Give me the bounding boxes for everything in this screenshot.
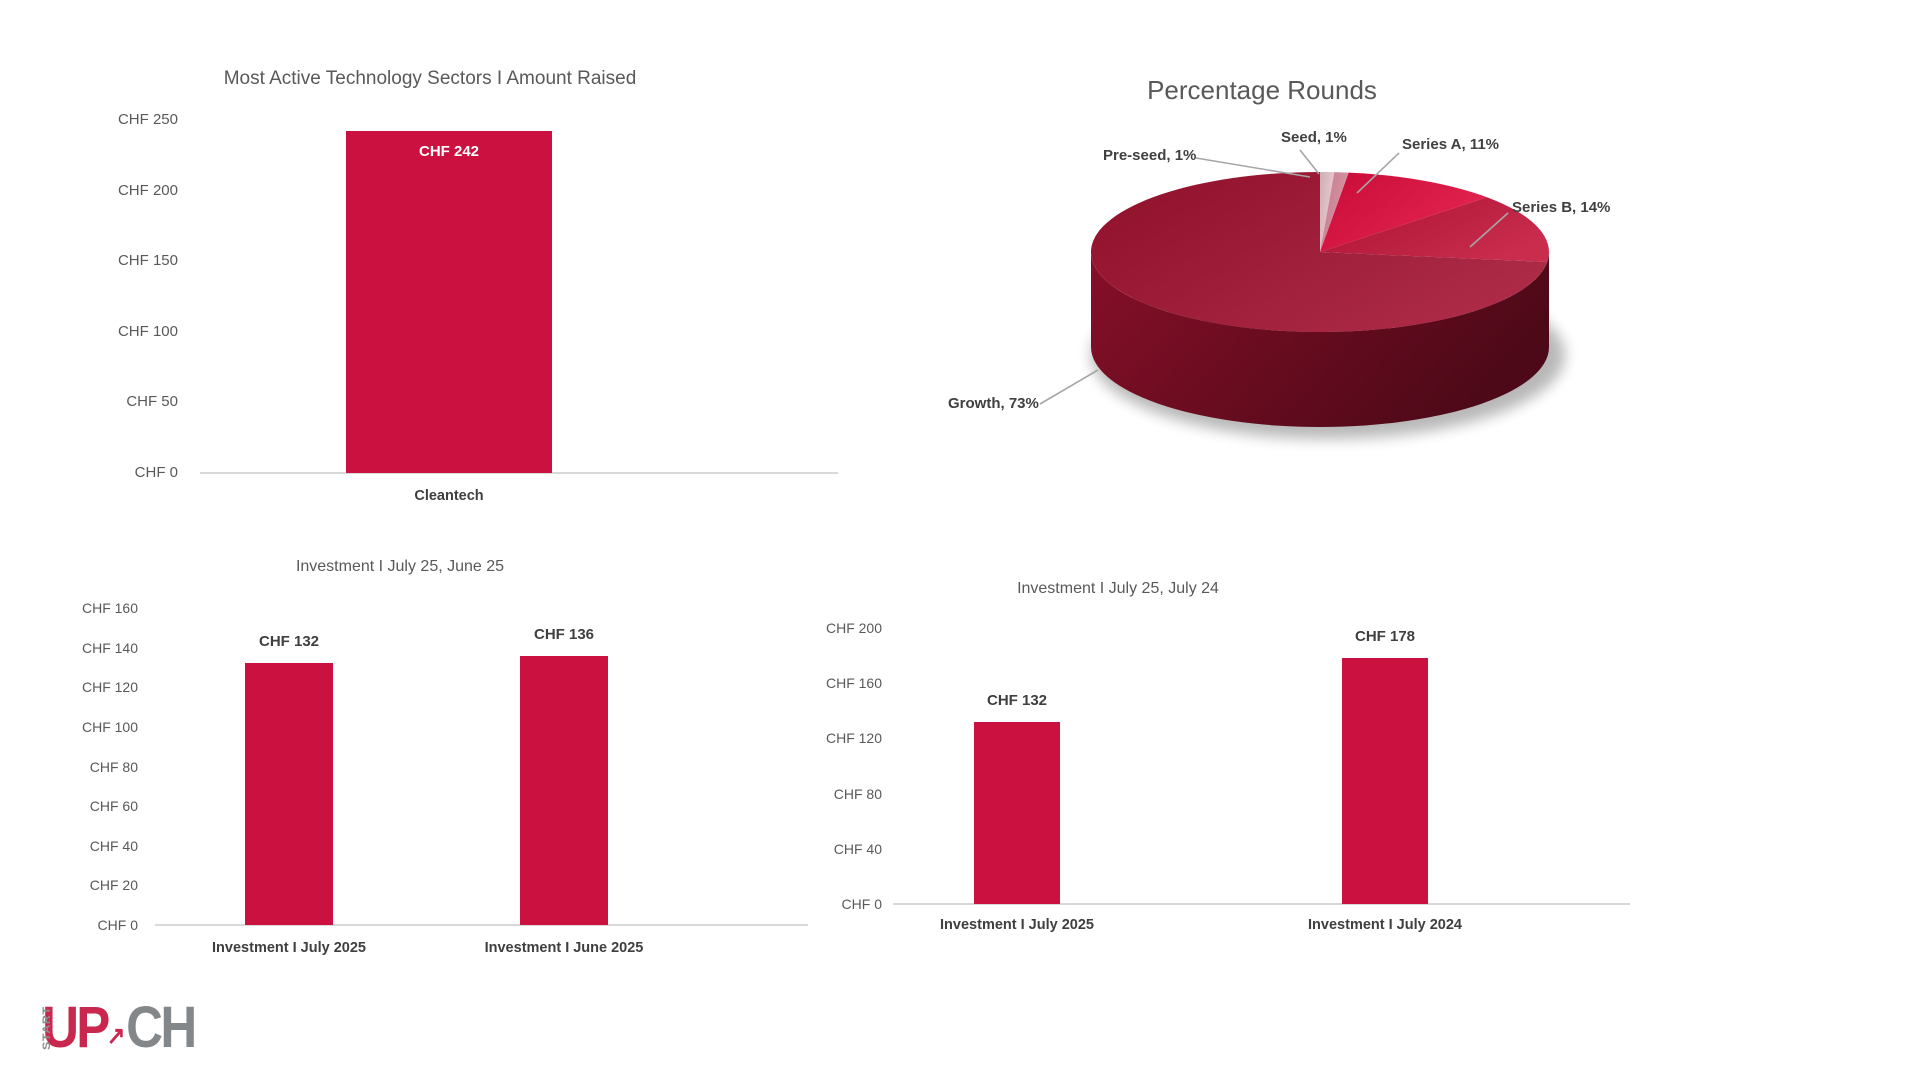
y-axis-tick-label: CHF 200 — [117, 181, 178, 199]
bar-value-label: CHF 178 — [1354, 628, 1416, 646]
pie-3d-graphic — [1039, 149, 1565, 439]
pie-slice-growth — [1090, 172, 1548, 332]
y-axis-tick-label: CHF 100 — [81, 718, 138, 735]
pie-side — [1091, 252, 1549, 427]
y-axis-tick-label: CHF 40 — [89, 837, 138, 854]
logo-up-arrow-icon: ↗ — [106, 1022, 126, 1050]
x-axis-category-label: Investment I July 2025 — [940, 917, 1094, 933]
y-axis-tick-label: CHF 80 — [833, 785, 882, 802]
x-axis-category-label: Investment I June 2025 — [484, 940, 644, 956]
rounds-pie-title: Percentage Rounds — [1147, 75, 1377, 105]
pie-slice-series-b — [1320, 197, 1549, 263]
x-axis-category-label: Cleantech — [414, 488, 484, 504]
y-axis-tick-label: CHF 250 — [117, 111, 178, 128]
bar-value-label: CHF 242 — [418, 143, 480, 161]
pie-slice-seed — [1320, 172, 1349, 252]
y-axis-tick-label: CHF 200 — [825, 620, 882, 636]
y-axis-tick-label: CHF 160 — [81, 600, 138, 616]
y-axis-tick-label: CHF 20 — [89, 877, 138, 894]
y-axis-tick-label: CHF 40 — [833, 840, 882, 857]
leader-line — [1195, 157, 1311, 178]
startup-ch-logo: START UP ↗ CH — [28, 995, 197, 1060]
y-axis-tick-label: CHF 150 — [117, 252, 178, 270]
y-axis-tick-label: CHF 160 — [825, 675, 882, 692]
pie-slice-label: Series B, 14% — [1512, 199, 1611, 216]
bar — [974, 721, 1060, 904]
y-axis-tick-label: CHF 120 — [81, 679, 138, 696]
bar — [520, 655, 608, 925]
logo-start-text: START — [40, 1006, 53, 1050]
x-axis-category-label: Investment I July 2025 — [212, 940, 366, 956]
logo-up-text: UP — [42, 995, 110, 1060]
y-axis-tick-label: CHF 60 — [89, 798, 138, 815]
x-axis-category-label: Investment I July 2024 — [1308, 917, 1462, 933]
pie-slice-label: Series A, 11% — [1402, 136, 1500, 153]
y-axis-tick-label: CHF 80 — [89, 758, 138, 775]
x-axis-line — [893, 903, 1630, 905]
y-axis-tick-label: CHF 0 — [841, 896, 882, 912]
pie-slice-series-a — [1320, 172, 1487, 252]
bar-value-label: CHF 132 — [986, 691, 1048, 709]
leader-line — [1039, 369, 1099, 405]
logo-ch-text: CH — [126, 995, 197, 1060]
leader-line — [1356, 152, 1400, 194]
bar — [346, 131, 552, 473]
year-comparison-chart-title: Investment I July 25, July 24 — [1017, 580, 1219, 597]
leader-line — [1299, 149, 1320, 175]
month-comparison-chart-title: Investment I July 25, June 25 — [295, 558, 505, 575]
logo-start-wrap: START — [28, 1003, 52, 1050]
y-axis-tick-label: CHF 100 — [117, 322, 178, 340]
pie-slice-label: Pre-seed, 1% — [1103, 147, 1197, 164]
pie-slice-label: Growth, 73% — [948, 395, 1039, 412]
x-axis-line — [155, 924, 808, 926]
pie-slice-label: Seed, 1% — [1281, 129, 1347, 146]
y-axis-tick-label: CHF 140 — [81, 639, 138, 656]
bar-value-label: CHF 136 — [533, 625, 595, 643]
x-axis-line — [200, 472, 838, 474]
bar-value-label: CHF 132 — [258, 633, 320, 651]
y-axis-tick-label: CHF 0 — [134, 464, 178, 481]
pie-slice-pre-seed — [1320, 172, 1335, 252]
y-axis-tick-label: CHF 0 — [97, 917, 138, 933]
sectors-chart-title: Most Active Technology Sectors I Amount … — [223, 68, 637, 89]
leader-line — [1469, 212, 1509, 248]
bar — [245, 663, 333, 925]
bar — [1342, 658, 1428, 904]
y-axis-tick-label: CHF 120 — [825, 730, 882, 747]
y-axis-tick-label: CHF 50 — [126, 393, 178, 411]
